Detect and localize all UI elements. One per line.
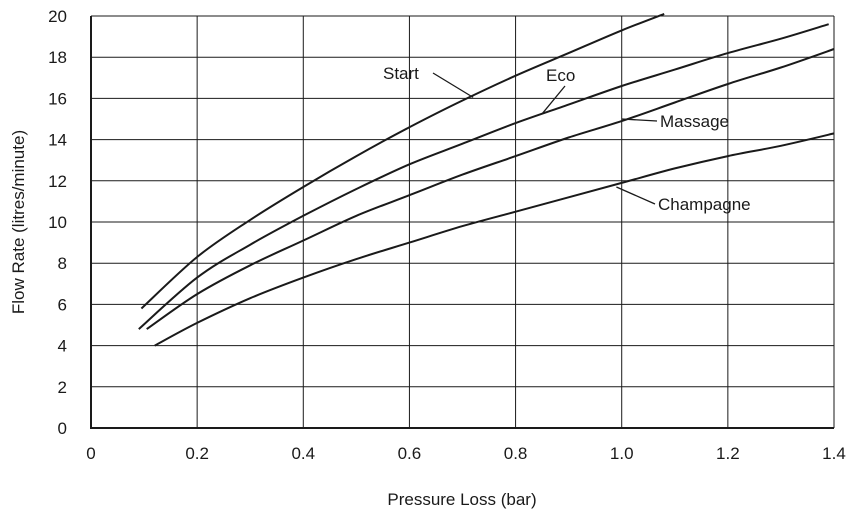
y-tick-label: 4 <box>58 337 67 356</box>
series-label-eco: Eco <box>546 66 575 85</box>
series-line-champagne <box>154 132 835 347</box>
series-label-champagne: Champagne <box>658 195 751 214</box>
x-tick-label: 1.2 <box>716 444 740 463</box>
y-tick-label: 18 <box>48 48 67 67</box>
leader-line-massage <box>621 118 658 122</box>
y-tick-label: 16 <box>48 89 67 108</box>
grid-lines <box>91 15 835 428</box>
leader-line-champagne <box>616 186 656 205</box>
y-tick-label: 12 <box>48 172 67 191</box>
series-labels: Start Eco Massage Champagne <box>383 64 751 214</box>
x-tick-label: 1.0 <box>610 444 634 463</box>
y-tick-label: 8 <box>58 254 67 273</box>
leader-line-start <box>432 72 474 98</box>
series-label-start: Start <box>383 64 419 83</box>
x-tick-label: 0.4 <box>291 444 315 463</box>
series-line-start <box>140 12 665 310</box>
x-tick-label: 1.4 <box>822 444 846 463</box>
series-lines <box>138 12 835 347</box>
y-tick-label: 6 <box>58 295 67 314</box>
x-axis-title: Pressure Loss (bar) <box>387 490 536 509</box>
y-tick-label: 0 <box>58 419 67 438</box>
y-tick-label: 10 <box>48 213 67 232</box>
x-tick-label: 0.8 <box>504 444 528 463</box>
x-tick-label: 0 <box>86 444 95 463</box>
leader-line-eco <box>541 85 566 115</box>
series-label-massage: Massage <box>660 112 729 131</box>
y-tick-label: 14 <box>48 131 67 150</box>
series-line-massage <box>146 48 835 330</box>
y-axis-title: Flow Rate (litres/minute) <box>9 130 28 314</box>
axes <box>90 16 834 429</box>
tick-labels: 0 0.2 0.4 0.6 0.8 1.0 1.2 1.4 0 2 4 6 8 10 12 14 16 18 20 <box>48 7 846 463</box>
x-tick-label: 0.2 <box>185 444 209 463</box>
y-tick-label: 20 <box>48 7 67 26</box>
x-tick-label: 0.6 <box>398 444 422 463</box>
y-tick-label: 2 <box>58 378 67 397</box>
series-line-eco <box>138 23 829 330</box>
